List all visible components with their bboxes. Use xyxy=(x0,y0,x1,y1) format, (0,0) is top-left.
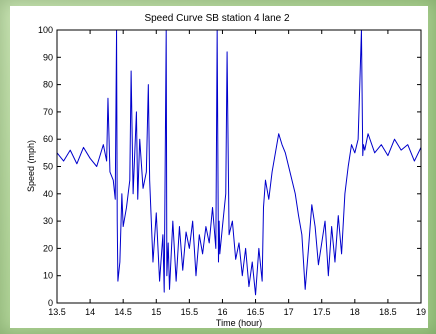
plot-area xyxy=(56,29,422,296)
y-axis-label: Speed (mph) xyxy=(26,140,36,192)
figure-canvas: Speed Curve SB station 4 lane 2 0 10 20 30 4… xyxy=(10,6,428,328)
x-tick-label: 16 xyxy=(217,307,227,317)
y-tick-label: 80 xyxy=(43,80,53,90)
speed-chart: Speed Curve SB station 4 lane 2 0 10 20 30 4… xyxy=(26,13,426,328)
y-tick-label: 100 xyxy=(38,25,53,35)
x-tick-label: 15 xyxy=(151,307,161,317)
chart-title: Speed Curve SB station 4 lane 2 xyxy=(144,13,290,24)
x-tick-label: 14 xyxy=(85,307,95,317)
axes-box xyxy=(56,29,422,304)
x-axis: 13.5 14 14.5 15 15.5 16 16.5 17 17.5 18 18.5 19 xyxy=(48,30,426,317)
x-tick-label: 17 xyxy=(284,307,294,317)
x-tick-label: 13.5 xyxy=(48,307,66,317)
speed-series-line xyxy=(56,29,422,296)
x-axis-label: Time (hour) xyxy=(216,318,262,328)
y-tick-label: 10 xyxy=(43,271,53,281)
x-tick-label: 14.5 xyxy=(114,307,132,317)
y-tick-label: 70 xyxy=(43,107,53,117)
y-axis: 0 10 20 30 40 50 60 70 80 90 100 xyxy=(38,25,421,308)
y-tick-label: 0 xyxy=(48,298,53,308)
y-tick-label: 50 xyxy=(43,162,53,172)
x-tick-label: 17.5 xyxy=(313,307,331,317)
y-tick-label: 90 xyxy=(43,52,53,62)
y-tick-label: 20 xyxy=(43,243,53,253)
x-tick-label: 19 xyxy=(416,307,426,317)
x-tick-label: 15.5 xyxy=(181,307,199,317)
x-tick-label: 18 xyxy=(350,307,360,317)
y-tick-label: 60 xyxy=(43,134,53,144)
y-tick-label: 30 xyxy=(43,216,53,226)
x-tick-label: 18.5 xyxy=(379,307,397,317)
x-tick-label: 16.5 xyxy=(247,307,265,317)
y-tick-label: 40 xyxy=(43,189,53,199)
